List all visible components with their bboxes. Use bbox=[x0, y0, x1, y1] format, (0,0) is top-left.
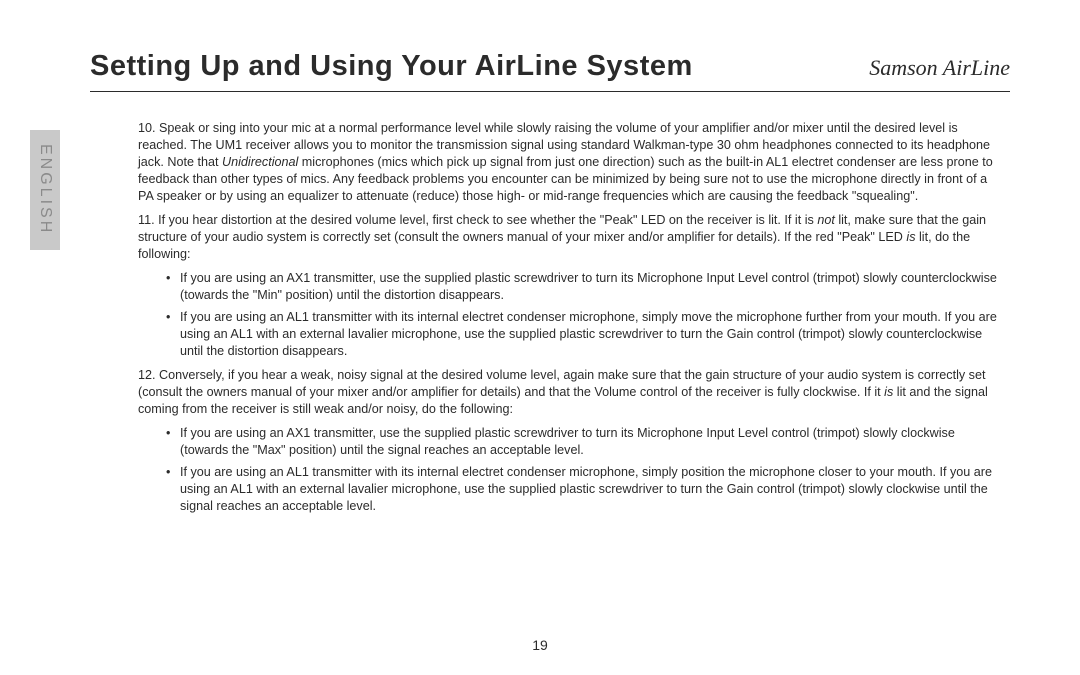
bullet-item: If you are using an AX1 transmitter, use… bbox=[166, 425, 1000, 459]
brand-name: Samson AirLine bbox=[869, 55, 1010, 81]
bullet-item: If you are using an AL1 transmitter with… bbox=[166, 464, 1000, 515]
bullet-list-12: If you are using an AX1 transmitter, use… bbox=[138, 425, 1000, 515]
page-title: Setting Up and Using Your AirLine System bbox=[90, 50, 693, 83]
language-tab: ENGLISH bbox=[30, 130, 60, 250]
body-text: 10. Speak or sing into your mic at a nor… bbox=[90, 120, 1010, 515]
bullet-item: If you are using an AL1 transmitter with… bbox=[166, 309, 1000, 360]
paragraph-10: 10. Speak or sing into your mic at a nor… bbox=[138, 120, 1000, 205]
language-label: ENGLISH bbox=[36, 144, 54, 235]
bullet-list-11: If you are using an AX1 transmitter, use… bbox=[138, 270, 1000, 360]
page-container: Setting Up and Using Your AirLine System… bbox=[0, 0, 1080, 552]
paragraph-12: 12. Conversely, if you hear a weak, nois… bbox=[138, 367, 1000, 418]
page-header: Setting Up and Using Your AirLine System… bbox=[90, 50, 1010, 92]
text-run: 12. Conversely, if you hear a weak, nois… bbox=[138, 368, 985, 399]
page-number: 19 bbox=[0, 637, 1080, 653]
text-run: 11. If you hear distortion at the desire… bbox=[138, 213, 817, 227]
italic-text: Unidirectional bbox=[222, 155, 298, 169]
italic-text: is bbox=[884, 385, 893, 399]
paragraph-11: 11. If you hear distortion at the desire… bbox=[138, 212, 1000, 263]
bullet-item: If you are using an AX1 transmitter, use… bbox=[166, 270, 1000, 304]
italic-text: not bbox=[817, 213, 835, 227]
italic-text: is bbox=[906, 230, 915, 244]
